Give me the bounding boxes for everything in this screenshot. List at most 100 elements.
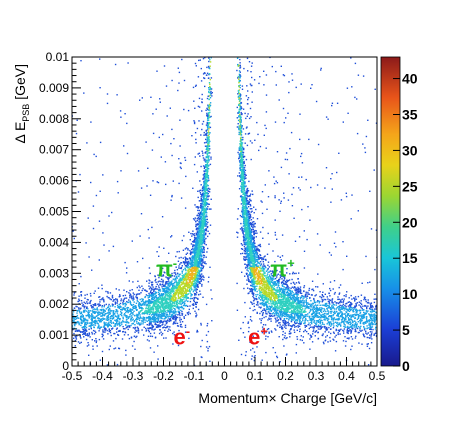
- density-point: [262, 270, 263, 271]
- density-point: [286, 354, 287, 355]
- density-point: [148, 237, 149, 238]
- density-point: [338, 334, 339, 335]
- density-point: [181, 319, 182, 320]
- density-point: [199, 291, 200, 292]
- density-point: [130, 325, 131, 326]
- density-point: [138, 332, 139, 333]
- density-point: [210, 157, 211, 158]
- density-point: [266, 148, 267, 149]
- density-point: [260, 146, 261, 147]
- density-point: [171, 284, 172, 285]
- density-point: [129, 338, 130, 339]
- density-point: [206, 257, 207, 258]
- density-point: [330, 178, 331, 179]
- density-point: [243, 241, 244, 242]
- density-point: [210, 87, 211, 88]
- density-point: [201, 184, 202, 185]
- density-point: [210, 79, 211, 80]
- density-point: [321, 68, 322, 69]
- density-point: [260, 299, 261, 300]
- density-point: [211, 298, 212, 299]
- density-point: [168, 284, 169, 285]
- density-point: [351, 86, 352, 87]
- density-point: [153, 295, 154, 296]
- density-point: [150, 273, 151, 274]
- density-point: [186, 294, 187, 295]
- density-point: [140, 292, 141, 293]
- density-point: [204, 255, 205, 256]
- density-point: [195, 139, 196, 140]
- density-point: [81, 319, 82, 320]
- density-point: [185, 259, 186, 260]
- density-point: [238, 340, 239, 341]
- density-point: [302, 300, 303, 301]
- density-point: [263, 283, 264, 284]
- density-point: [108, 304, 109, 305]
- density-point: [299, 331, 300, 332]
- density-point: [149, 267, 150, 268]
- density-point: [188, 314, 189, 315]
- density-point: [343, 332, 344, 333]
- density-point: [301, 304, 302, 305]
- density-point: [108, 323, 109, 324]
- density-point: [178, 183, 179, 184]
- density-point: [375, 317, 376, 318]
- density-point: [257, 304, 258, 305]
- density-point: [149, 280, 150, 281]
- density-point: [76, 335, 77, 336]
- density-point: [204, 263, 205, 264]
- density-point: [115, 298, 116, 299]
- density-point: [305, 318, 306, 319]
- density-point: [259, 76, 260, 77]
- density-point: [269, 315, 270, 316]
- density-point: [305, 314, 306, 315]
- density-point: [197, 286, 198, 287]
- density-point: [362, 143, 363, 144]
- density-point: [355, 310, 356, 311]
- density-point: [359, 302, 360, 303]
- density-point: [368, 313, 369, 314]
- density-point: [267, 269, 268, 270]
- density-point: [185, 315, 186, 316]
- density-point: [194, 123, 195, 124]
- density-point: [256, 286, 257, 287]
- density-point: [138, 285, 139, 286]
- density-point: [162, 327, 163, 328]
- density-point: [247, 99, 248, 100]
- density-point: [99, 259, 100, 260]
- density-point: [141, 310, 142, 311]
- density-point: [296, 294, 297, 295]
- density-point: [312, 289, 313, 290]
- density-point: [113, 348, 114, 349]
- density-point: [198, 197, 199, 198]
- density-point: [320, 307, 321, 308]
- density-point: [314, 325, 315, 326]
- density-point: [138, 293, 139, 294]
- density-point: [207, 98, 208, 99]
- density-point: [352, 314, 353, 315]
- density-point: [362, 308, 363, 309]
- density-point: [349, 297, 350, 298]
- density-point: [317, 184, 318, 185]
- density-point: [143, 301, 144, 302]
- density-point: [137, 293, 138, 294]
- density-point: [312, 333, 313, 334]
- density-point: [246, 269, 247, 270]
- density-point: [292, 292, 293, 293]
- density-point: [209, 267, 210, 268]
- density-point: [201, 263, 202, 264]
- density-point: [95, 324, 96, 325]
- density-point: [117, 305, 118, 306]
- density-point: [139, 323, 140, 324]
- density-point: [79, 283, 80, 284]
- density-point: [350, 302, 351, 303]
- density-point: [204, 251, 205, 252]
- density-point: [347, 338, 348, 339]
- density-point: [132, 240, 133, 241]
- density-point: [345, 303, 346, 304]
- density-point: [177, 314, 178, 315]
- density-point: [201, 110, 202, 111]
- density-point: [330, 281, 331, 282]
- density-point: [325, 294, 326, 295]
- density-point: [201, 285, 202, 286]
